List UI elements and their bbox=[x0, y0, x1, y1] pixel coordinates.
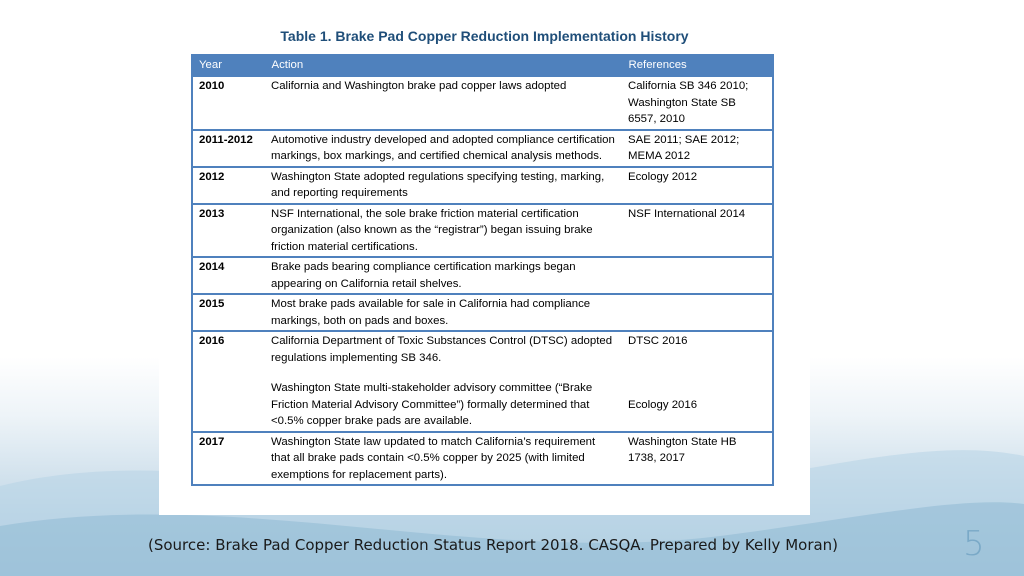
table-row: 2016 California Department of Toxic Subs… bbox=[192, 330, 773, 433]
action-paragraph: Washington State multi-stakeholder advis… bbox=[271, 382, 593, 427]
year-cell: 2012 bbox=[192, 165, 265, 205]
references-cell: SAE 2011; SAE 2012; MEMA 2012 bbox=[622, 128, 773, 168]
references-cell: NSF International 2014 bbox=[622, 202, 773, 258]
action-cell: Washington State law updated to match Ca… bbox=[265, 430, 622, 486]
header-action: Action bbox=[264, 54, 623, 77]
year-cell: 2011-2012 bbox=[192, 128, 265, 168]
references-cell: DTSC 2016 Ecology 2016 bbox=[622, 330, 773, 433]
action-cell: Most brake pads available for sale in Ca… bbox=[265, 293, 622, 332]
year-cell: 2016 bbox=[192, 330, 265, 433]
references-cell bbox=[622, 293, 773, 332]
references-cell: California SB 346 2010; Washington State… bbox=[622, 75, 773, 131]
year-cell: 2017 bbox=[192, 430, 265, 486]
table-row: 2015 Most brake pads available for sale … bbox=[192, 293, 773, 332]
table-row: 2012 Washington State adopted regulation… bbox=[192, 165, 773, 205]
reference-paragraph: DTSC 2016 bbox=[628, 335, 688, 347]
year-cell: 2014 bbox=[192, 256, 265, 295]
action-cell: California and Washington brake pad copp… bbox=[265, 75, 622, 131]
table-header-row: Year Action References bbox=[191, 54, 774, 77]
action-cell: California Department of Toxic Substance… bbox=[265, 330, 622, 433]
header-year: Year bbox=[191, 54, 266, 77]
table-row: 2010 California and Washington brake pad… bbox=[192, 75, 773, 131]
action-cell: Brake pads bearing compliance certificat… bbox=[265, 256, 622, 295]
action-cell: NSF International, the sole brake fricti… bbox=[265, 202, 622, 258]
reference-paragraph: Ecology 2016 bbox=[628, 398, 698, 411]
source-caption: (Source: Brake Pad Copper Reduction Stat… bbox=[148, 536, 839, 554]
table-title: Table 1. Brake Pad Copper Reduction Impl… bbox=[280, 28, 689, 44]
implementation-history-table: Year Action References 2010 California a… bbox=[191, 54, 774, 486]
action-paragraph: California Department of Toxic Substance… bbox=[271, 335, 613, 364]
header-references: References bbox=[621, 54, 774, 77]
references-cell bbox=[622, 256, 773, 295]
action-cell: Automotive industry developed and adopte… bbox=[265, 128, 622, 168]
table-row: 2014 Brake pads bearing compliance certi… bbox=[192, 256, 773, 295]
table-row: 2017 Washington State law updated to mat… bbox=[192, 430, 773, 486]
action-cell: Washington State adopted regulations spe… bbox=[265, 165, 622, 205]
year-cell: 2010 bbox=[192, 75, 265, 131]
page-number: 5 bbox=[963, 524, 985, 564]
references-cell: Ecology 2012 bbox=[622, 165, 773, 205]
year-cell: 2013 bbox=[192, 202, 265, 258]
references-cell: Washington State HB 1738, 2017 bbox=[622, 430, 773, 486]
table-row: 2013 NSF International, the sole brake f… bbox=[192, 202, 773, 258]
table-image: Table 1. Brake Pad Copper Reduction Impl… bbox=[159, 16, 810, 515]
year-cell: 2015 bbox=[192, 293, 265, 332]
table-row: 2011-2012 Automotive industry developed … bbox=[192, 128, 773, 168]
